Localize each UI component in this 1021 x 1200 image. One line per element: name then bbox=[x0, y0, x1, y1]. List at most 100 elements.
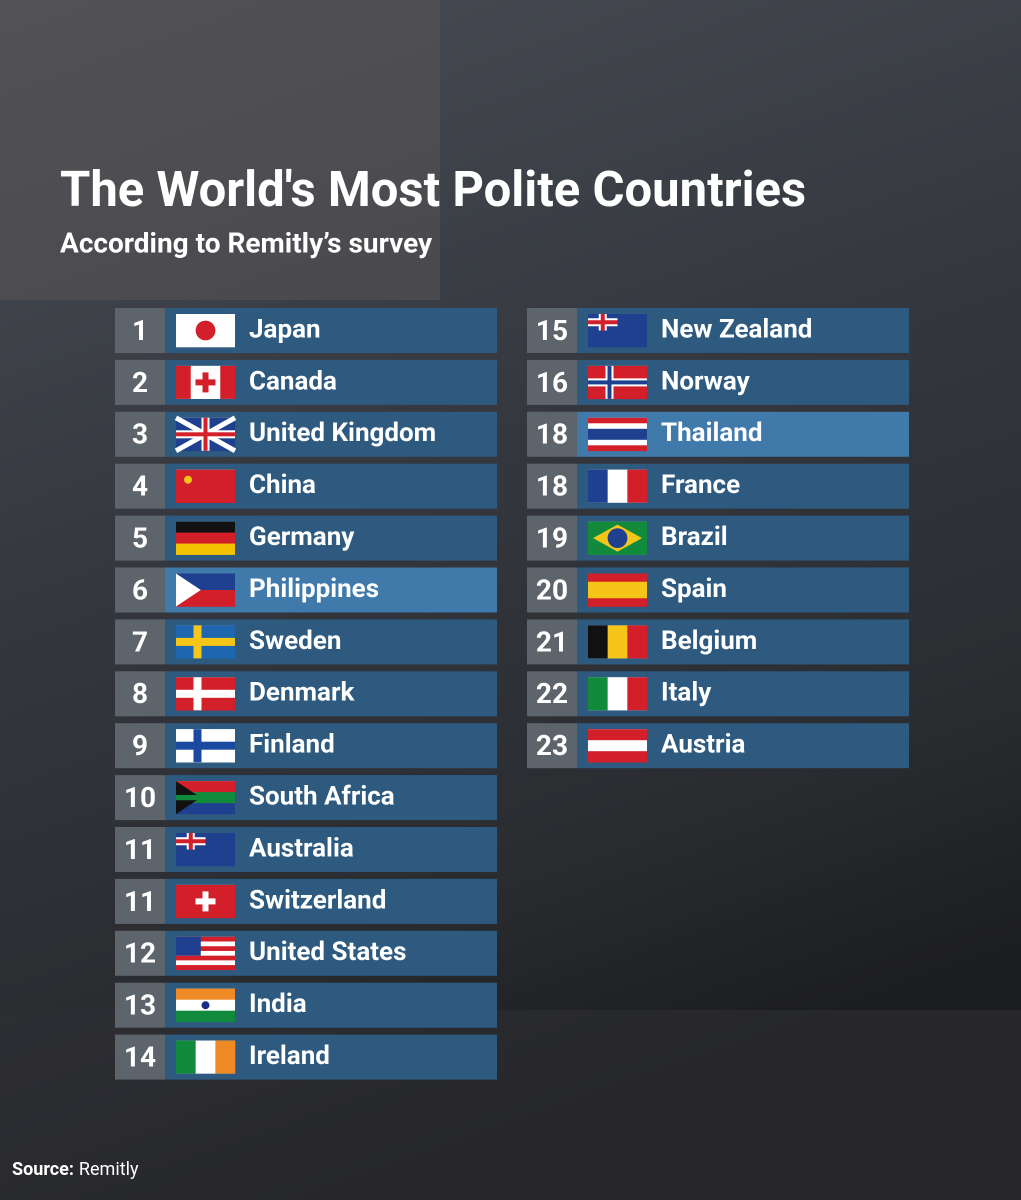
rank: 9 bbox=[132, 729, 148, 762]
rank-box bbox=[115, 411, 165, 457]
rank: 16 bbox=[536, 366, 568, 399]
source-label: Source: bbox=[12, 1159, 74, 1180]
rank-box bbox=[115, 359, 165, 405]
rank: 7 bbox=[132, 625, 148, 658]
rank: 11 bbox=[124, 885, 156, 918]
flag-band bbox=[176, 794, 235, 801]
flag-canton bbox=[176, 936, 201, 956]
flag bbox=[588, 521, 647, 555]
rank-box bbox=[527, 619, 577, 665]
flag-stripe bbox=[588, 469, 608, 503]
flag-stripe bbox=[176, 936, 235, 942]
rank: 23 bbox=[536, 729, 568, 762]
flag-stripe bbox=[176, 521, 235, 533]
rank-box bbox=[115, 1034, 165, 1080]
rank: 12 bbox=[124, 937, 156, 970]
rank: 2 bbox=[132, 366, 148, 399]
flag-stripe bbox=[176, 469, 235, 503]
source: Source: Remitly bbox=[12, 1159, 139, 1180]
country: Philippines bbox=[249, 574, 379, 604]
country: Italy bbox=[661, 678, 712, 708]
flag-stripe bbox=[176, 543, 235, 555]
ranking-row: 2 Canada bbox=[115, 359, 497, 405]
rank: 15 bbox=[536, 314, 568, 347]
title: The World's Most Polite Countries bbox=[60, 161, 806, 218]
flag-stripe bbox=[588, 417, 647, 424]
flag-stripe bbox=[607, 677, 628, 711]
flag bbox=[588, 314, 647, 348]
ranking-row: 8 Denmark bbox=[115, 671, 497, 717]
background-building bbox=[0, 0, 440, 300]
flag-stripe bbox=[176, 950, 235, 956]
flag-stripe bbox=[176, 965, 235, 971]
flag bbox=[176, 884, 235, 919]
flag-stripe bbox=[176, 960, 235, 966]
country: Spain bbox=[661, 574, 727, 604]
ranking-row: 16 Norway bbox=[527, 359, 909, 405]
flag-stripe bbox=[176, 946, 235, 952]
country: Japan bbox=[249, 314, 321, 344]
flag bbox=[176, 936, 235, 971]
ranking-row: 22 Italy bbox=[527, 671, 909, 717]
ranking-list: 1 Japan 2 Canada 3 United Kingdom 4 China 5 Germa… bbox=[115, 308, 909, 1080]
flag bbox=[176, 677, 235, 711]
flag bbox=[176, 573, 235, 607]
flag bbox=[174, 415, 237, 453]
country: Austria bbox=[661, 730, 745, 760]
country: Germany bbox=[249, 522, 355, 552]
flag-cross bbox=[176, 689, 235, 698]
country: Australia bbox=[249, 833, 354, 863]
flag-cross bbox=[588, 380, 647, 385]
rank-box bbox=[115, 463, 165, 509]
flag-cross bbox=[188, 833, 193, 850]
flag bbox=[176, 625, 235, 659]
rank-box bbox=[115, 515, 165, 561]
subtitle: According to Remitly’s survey bbox=[60, 226, 433, 259]
rank-box bbox=[115, 982, 165, 1028]
flag-stripe bbox=[588, 428, 647, 435]
flag bbox=[588, 729, 647, 763]
rank: 3 bbox=[132, 418, 148, 451]
country: Belgium bbox=[661, 626, 757, 656]
flag bbox=[176, 469, 235, 503]
flag bbox=[588, 469, 648, 503]
flag bbox=[176, 729, 235, 763]
flag-stripe bbox=[588, 751, 647, 763]
flag-plus bbox=[195, 379, 216, 386]
flag-stripe bbox=[627, 677, 648, 711]
flag-stripe bbox=[195, 1040, 216, 1074]
ranking-row: 14 Ireland bbox=[115, 1034, 497, 1080]
rank: 19 bbox=[536, 521, 568, 554]
flag-stripe bbox=[588, 625, 608, 659]
rank-box bbox=[115, 930, 165, 976]
flag bbox=[176, 521, 235, 555]
flag bbox=[588, 677, 648, 711]
flag-cross bbox=[193, 729, 202, 763]
rank: 22 bbox=[536, 677, 568, 710]
ranking-row: 15 New Zealand bbox=[527, 308, 909, 353]
flag-stripe bbox=[627, 625, 648, 659]
flag-stripe bbox=[588, 740, 647, 752]
flag-cross bbox=[607, 365, 612, 399]
country: Thailand bbox=[661, 418, 762, 448]
flag-stripe bbox=[176, 941, 235, 947]
ranking-row: 6 Philippines bbox=[115, 567, 497, 613]
country: New Zealand bbox=[661, 314, 812, 344]
flag-stripe bbox=[588, 573, 647, 583]
flag-stripe bbox=[588, 434, 647, 441]
rank: 8 bbox=[132, 677, 148, 710]
ranking-row: 18 France bbox=[527, 463, 909, 509]
country: China bbox=[249, 470, 316, 500]
rank-box bbox=[115, 827, 165, 872]
ranking-row: 11 Switzerland bbox=[115, 878, 497, 924]
flag-triangle bbox=[176, 573, 201, 607]
flag-disc bbox=[607, 528, 628, 548]
flag bbox=[176, 365, 236, 399]
flag bbox=[176, 1040, 236, 1074]
rank: 10 bbox=[124, 781, 156, 814]
flag-stripe bbox=[588, 439, 647, 446]
flag-stripe bbox=[588, 581, 647, 591]
flag-stripe bbox=[176, 365, 192, 399]
flag-stripe bbox=[220, 365, 236, 399]
